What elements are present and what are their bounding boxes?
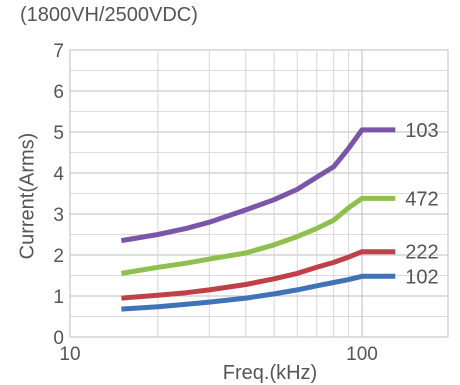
series-label-222: 222 [405,242,438,264]
y-tick-label: 5 [53,123,64,144]
series-line-472 [120,195,396,276]
series-line-103 [120,127,396,244]
series-label-103: 103 [405,120,438,142]
y-tick-label: 6 [53,82,64,103]
series-line-102 [121,273,396,312]
series-label-102: 102 [405,266,438,288]
chart-title: (1800VH/2500VDC) [20,4,198,26]
y-tick-label: 3 [53,205,64,226]
series-label-472: 472 [405,188,438,210]
y-tick-labels: 0 1 2 3 4 5 6 7 [53,41,64,349]
x-axis-label: Freq.(kHz) [222,362,318,384]
x-gridlines [69,50,363,337]
y-tick-label: 2 [53,246,64,267]
x-tick-label: 100 [346,344,378,365]
y-tick-label: 4 [53,164,64,185]
series-lines [120,127,396,312]
x-tick-labels: 10 100 [59,344,377,365]
y-tick-label: 7 [53,41,64,62]
y-tick-label: 0 [53,328,64,349]
y-tick-label: 1 [53,287,64,308]
x-tick-label: 10 [59,344,80,365]
series-line-222 [121,249,396,301]
